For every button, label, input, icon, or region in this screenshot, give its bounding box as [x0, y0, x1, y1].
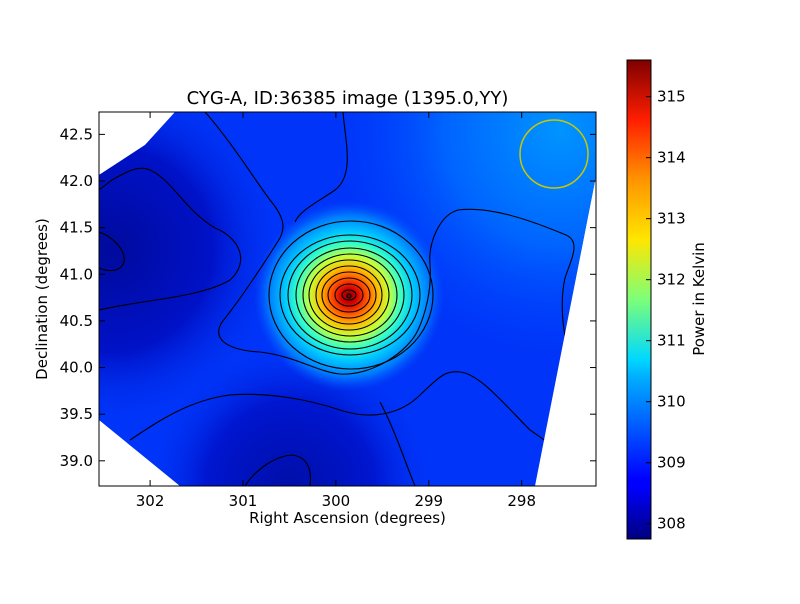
x-tick-label: 301	[229, 492, 258, 510]
contour-peak-9	[327, 277, 371, 313]
contour-north-1	[204, 112, 284, 239]
x-tick-label: 302	[136, 492, 165, 510]
contour-peak-6	[308, 259, 390, 331]
contour-lines	[99, 112, 596, 486]
contour-peak-3	[287, 240, 413, 350]
y-axis: 39.0 39.5 40.0 40.5 41.0 41.5 42.0 42.5	[60, 125, 596, 470]
contour-peak-4	[295, 247, 405, 343]
y-tick-label: 39.0	[60, 452, 93, 470]
colorbar-tick-label: 311	[657, 332, 686, 350]
contour-center-outer	[218, 208, 596, 381]
colorbar-tick-label: 310	[657, 393, 686, 411]
chart-title: CYG-A, ID:36385 image (1395.0,YY)	[187, 88, 509, 109]
colorbar-tick-label: 308	[657, 515, 686, 533]
y-tick-label: 40.0	[60, 359, 93, 377]
colorbar-tick-label: 313	[657, 210, 686, 228]
colorbar-tick-label: 312	[657, 271, 686, 289]
contour-south-1	[129, 371, 596, 477]
y-axis-label: Declination (degrees)	[33, 218, 51, 380]
plot-frame	[98, 111, 597, 487]
colorbar-tick-label: 309	[657, 454, 686, 472]
contour-south-2	[244, 454, 312, 486]
contour-east-1	[379, 401, 416, 486]
colorbar-tick-label: 315	[657, 88, 686, 106]
colorbar-gradient	[626, 59, 652, 540]
y-tick-label: 41.5	[60, 219, 93, 237]
y-tick-label: 41.0	[60, 265, 93, 283]
contour-peak-12	[346, 293, 352, 299]
y-tick-label: 40.5	[60, 312, 93, 330]
y-tick-label: 42.0	[60, 172, 93, 190]
beam-marker	[519, 119, 589, 189]
contour-north-2	[294, 112, 348, 223]
contour-peak-5	[302, 253, 398, 337]
contour-peak-8	[321, 271, 377, 319]
x-axis: 302 301 300 299 298	[136, 112, 536, 510]
contour-peak-1	[268, 220, 434, 370]
colorbar: 308 309 310 311 312 313 314 315 Power in Kelvin	[626, 59, 708, 540]
y-tick-label: 39.5	[60, 405, 93, 423]
contour-west-outer	[99, 167, 242, 311]
x-axis-label: Right Ascension (degrees)	[249, 509, 446, 527]
contour-peak-2	[279, 234, 421, 356]
contour-west-inner	[99, 231, 125, 272]
contour-peak-7	[315, 265, 383, 325]
x-tick-label: 299	[414, 492, 443, 510]
y-tick-label: 42.5	[60, 125, 93, 143]
colorbar-tick-label: 314	[657, 149, 686, 167]
intensity-map	[99, 112, 596, 486]
contour-peak-10	[334, 283, 364, 307]
colorbar-label: Power in Kelvin	[690, 242, 708, 356]
x-tick-label: 300	[322, 492, 351, 510]
x-tick-label: 298	[507, 492, 536, 510]
colorbar-ticks: 308 309 310 311 312 313 314 315	[646, 88, 686, 533]
contour-peak-11	[341, 289, 357, 301]
